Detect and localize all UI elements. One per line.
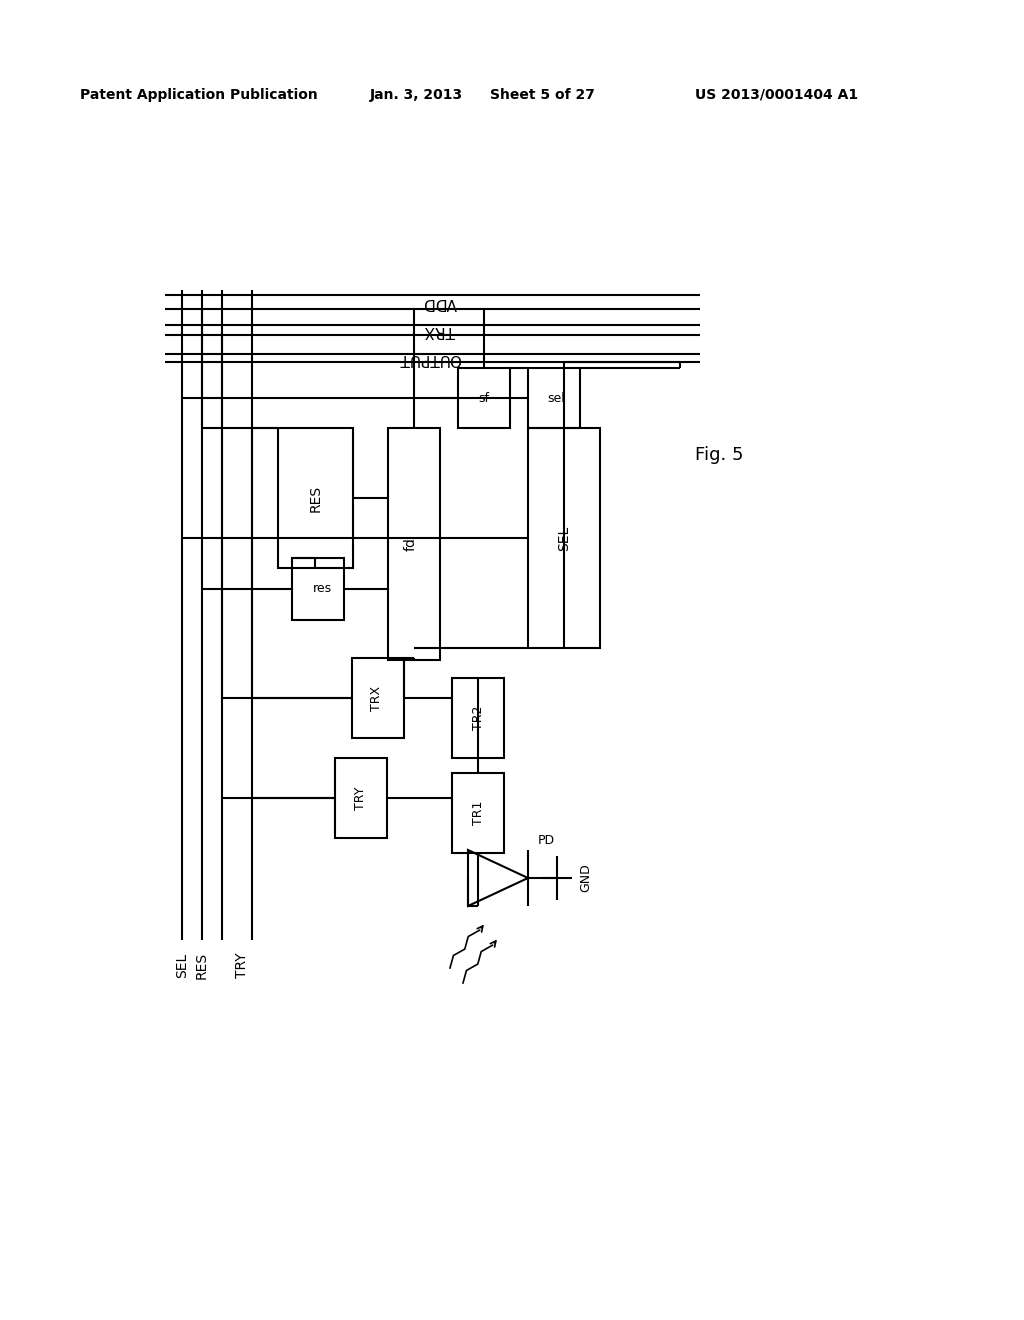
Bar (278, 428, 353, 568)
Text: TRY: TRY (353, 787, 367, 809)
Text: RES: RES (195, 952, 209, 978)
Text: VDD: VDD (423, 294, 457, 309)
Text: SEL: SEL (175, 952, 189, 978)
Bar (528, 428, 600, 648)
Text: TR2: TR2 (471, 706, 484, 730)
Text: TR1: TR1 (471, 801, 484, 825)
Bar (292, 558, 344, 620)
Text: sel: sel (547, 392, 565, 404)
Bar (335, 758, 387, 838)
Text: GND: GND (580, 863, 593, 892)
Text: US 2013/0001404 A1: US 2013/0001404 A1 (695, 88, 858, 102)
Text: sf: sf (478, 392, 489, 404)
Text: TRX: TRX (371, 685, 384, 710)
Text: Patent Application Publication: Patent Application Publication (80, 88, 317, 102)
Text: res: res (312, 582, 332, 595)
Text: TRX: TRX (425, 322, 456, 338)
Bar (458, 368, 510, 428)
Bar (388, 428, 440, 660)
Text: Fig. 5: Fig. 5 (695, 446, 743, 465)
Bar (452, 774, 504, 853)
Text: PD: PD (538, 833, 555, 846)
Bar (452, 678, 504, 758)
Text: RES: RES (308, 484, 323, 512)
Bar (528, 368, 580, 428)
Text: TRY: TRY (234, 952, 249, 978)
Text: Jan. 3, 2013: Jan. 3, 2013 (370, 88, 463, 102)
Text: OUTPUT: OUTPUT (398, 351, 461, 366)
Text: Sheet 5 of 27: Sheet 5 of 27 (490, 88, 595, 102)
Text: fd: fd (404, 537, 418, 550)
Bar (352, 657, 404, 738)
Text: SEL: SEL (557, 525, 571, 550)
